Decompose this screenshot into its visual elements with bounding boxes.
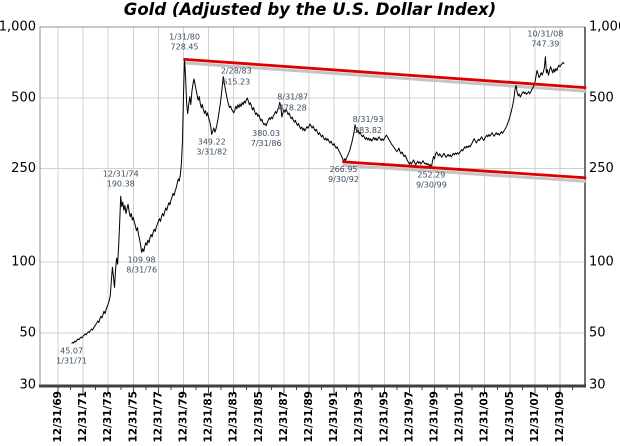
y-axis-label-right: 500 <box>589 90 614 105</box>
annotation-line2: 3/31/82 <box>196 147 227 156</box>
annotation-line1: 349.22 <box>198 137 226 146</box>
annotation-line1: 2/28/83 <box>221 67 252 76</box>
annotation-line2: 728.45 <box>171 42 199 51</box>
x-axis-tick-label: 12/31/05 <box>504 391 516 443</box>
x-axis-tick-label: 12/31/71 <box>77 391 89 443</box>
annotation-line2: 7/31/86 <box>251 139 282 148</box>
chart-title: Gold (Adjusted by the U.S. Dollar Index) <box>123 0 497 19</box>
y-axis-label-right: 250 <box>589 161 614 176</box>
annotation-line1: 10/31/08 <box>527 30 563 39</box>
x-axis-tick-label: 12/31/73 <box>102 391 114 443</box>
annotation-line1: 109.98 <box>128 255 156 264</box>
x-axis-tick-label: 12/31/99 <box>429 391 441 443</box>
y-axis-label-left: 100 <box>11 255 36 270</box>
y-axis-label-right: 50 <box>589 325 606 340</box>
x-axis-tick-label: 12/31/09 <box>554 391 566 443</box>
annotation-line2: 478.28 <box>279 103 307 112</box>
x-axis-tick-label: 12/31/89 <box>303 391 315 443</box>
x-axis-tick-label: 12/31/85 <box>253 391 265 443</box>
lower-support-trendline <box>342 160 587 180</box>
x-axis-tick-label: 12/31/97 <box>403 391 415 443</box>
y-axis-label-left: 30 <box>19 378 36 393</box>
annotation-line2: 9/30/99 <box>416 181 447 190</box>
y-axis-label-left: 500 <box>11 90 36 105</box>
y-axis-label-right: 30 <box>589 378 606 393</box>
annotation-line2: 383.82 <box>354 126 382 135</box>
y-axis-label-left: 50 <box>19 325 36 340</box>
gold-price-line <box>71 56 565 344</box>
x-axis-tick-label: 12/31/79 <box>178 391 190 443</box>
annotation-line2: 190.38 <box>107 179 135 188</box>
y-axis-label-left: 250 <box>11 161 36 176</box>
x-axis-tick-label: 12/31/93 <box>353 391 365 443</box>
x-axis-tick-label: 12/31/87 <box>278 391 290 443</box>
annotation-line1: 8/31/87 <box>277 92 308 101</box>
annotation-line2: 1/31/71 <box>56 356 87 365</box>
annotation-line1: 45.07 <box>60 346 83 355</box>
y-axis-label-left: 1,000 <box>0 20 36 35</box>
x-axis-tick-label: 12/31/95 <box>378 391 390 443</box>
annotation-line2: 8/31/76 <box>126 265 157 274</box>
y-axis-label-right: 100 <box>589 255 614 270</box>
annotation-line1: 12/31/74 <box>103 169 139 178</box>
annotation-line1: 1/31/80 <box>169 32 200 41</box>
upper-resistance-trendline-shadow <box>183 61 587 93</box>
annotation-line2: 747.39 <box>531 40 559 49</box>
y-axis-label-right: 1,000 <box>589 20 620 35</box>
x-axis-tick-label: 12/31/69 <box>52 391 64 443</box>
annotation-line2: 9/30/92 <box>328 175 359 184</box>
annotation-line1: 266.95 <box>330 165 358 174</box>
annotation-line1: 252.29 <box>417 171 445 180</box>
plot-background <box>40 27 585 385</box>
lower-support-trendline-shadow <box>342 163 587 183</box>
upper-resistance-trendline <box>183 57 587 90</box>
annotation-line1: 8/31/93 <box>353 115 384 124</box>
x-axis-tick-label: 12/31/91 <box>328 391 340 443</box>
x-axis-tick-label: 12/31/01 <box>454 391 466 443</box>
annotation-line1: 380.03 <box>252 129 280 138</box>
x-axis-tick-label: 12/31/83 <box>228 391 240 443</box>
x-axis-tick-label: 12/31/81 <box>203 391 215 443</box>
x-axis-tick-label: 12/31/03 <box>479 391 491 443</box>
x-axis-tick-label: 12/31/75 <box>127 391 139 443</box>
x-axis-tick-label: 12/31/77 <box>152 391 164 443</box>
annotation-line2: 615.23 <box>222 78 250 87</box>
x-axis-tick-label: 12/31/07 <box>529 391 541 443</box>
